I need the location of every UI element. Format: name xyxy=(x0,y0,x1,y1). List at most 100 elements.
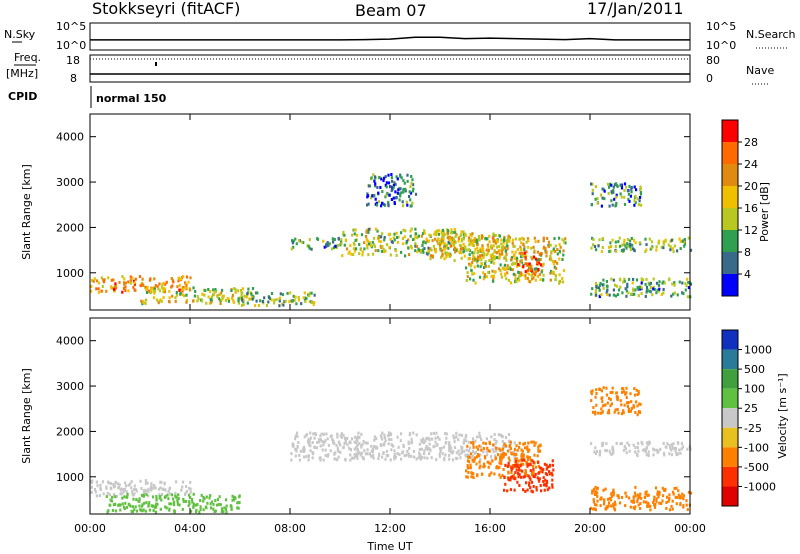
range-cell xyxy=(403,235,406,239)
range-cell xyxy=(658,492,661,496)
range-cell xyxy=(433,232,436,236)
range-cell xyxy=(308,300,311,304)
range-cell xyxy=(685,284,688,288)
range-cell xyxy=(639,402,642,406)
range-cell xyxy=(447,240,450,244)
range-cell xyxy=(662,442,665,445)
range-cell xyxy=(386,243,389,247)
range-cell xyxy=(412,183,415,187)
range-cell xyxy=(196,503,199,506)
range-cell xyxy=(473,272,476,276)
range-cell xyxy=(213,290,216,294)
range-cell xyxy=(661,281,664,285)
range-cell xyxy=(591,389,594,393)
range-cell xyxy=(636,404,639,408)
range-cell xyxy=(311,441,314,444)
range-cell xyxy=(623,279,626,283)
range-cell xyxy=(462,250,465,254)
range-cell xyxy=(108,503,111,507)
range-cell xyxy=(331,437,334,441)
range-cell xyxy=(434,440,437,444)
range-cell xyxy=(514,280,517,284)
range-cell xyxy=(551,260,554,263)
range-cell xyxy=(332,240,335,244)
range-cell xyxy=(390,176,393,180)
range-cell xyxy=(381,455,384,459)
range-cell xyxy=(216,503,219,507)
range-cell xyxy=(400,432,403,436)
range-cell xyxy=(392,185,395,189)
y-tick-label: 4000 xyxy=(56,335,84,348)
range-cell xyxy=(327,443,330,447)
range-cell xyxy=(657,289,660,293)
range-cell xyxy=(364,452,367,456)
range-cell xyxy=(534,278,537,282)
range-cell xyxy=(152,484,155,488)
range-cell xyxy=(559,245,562,249)
range-cell xyxy=(523,475,526,479)
range-cell xyxy=(453,436,456,440)
range-cell xyxy=(371,194,374,198)
range-cell xyxy=(419,457,422,461)
range-cell xyxy=(203,497,206,501)
range-cell xyxy=(487,271,490,275)
range-cell xyxy=(513,488,516,492)
range-cell xyxy=(447,229,450,233)
range-cell xyxy=(181,485,184,489)
range-cell xyxy=(562,253,565,257)
range-cell xyxy=(129,281,132,285)
range-cell xyxy=(616,407,619,411)
range-cell xyxy=(218,502,221,506)
range-cell xyxy=(153,289,156,293)
range-cell xyxy=(511,268,514,272)
range-cell xyxy=(608,204,611,208)
range-cell xyxy=(463,438,466,442)
range-cell xyxy=(356,443,359,447)
range-cell xyxy=(525,250,528,254)
range-cell xyxy=(384,249,387,253)
range-cell xyxy=(505,277,508,281)
range-cell xyxy=(620,249,623,252)
range-cell xyxy=(633,203,636,207)
range-cell xyxy=(597,411,600,415)
range-cell xyxy=(556,252,559,256)
range-cell xyxy=(636,413,639,417)
range-cell xyxy=(633,249,636,253)
range-cell xyxy=(514,250,517,254)
range-cell xyxy=(144,285,147,289)
range-cell xyxy=(519,255,523,259)
range-cell xyxy=(460,433,464,437)
range-cell xyxy=(615,284,618,288)
range-cell xyxy=(185,275,189,279)
range-cell xyxy=(261,300,264,303)
range-cell xyxy=(176,498,179,502)
range-cell xyxy=(625,246,628,250)
range-cell xyxy=(220,291,223,295)
range-cell xyxy=(317,438,321,442)
range-cell xyxy=(538,273,541,277)
range-cell xyxy=(542,245,546,249)
range-cell xyxy=(614,245,617,248)
x-tick-label: 08:00 xyxy=(274,522,306,535)
range-cell xyxy=(102,280,105,284)
range-cell xyxy=(455,451,458,455)
range-cell xyxy=(309,444,312,448)
range-cell xyxy=(370,196,373,200)
range-cell xyxy=(224,507,228,511)
range-cell xyxy=(156,502,159,506)
range-cell xyxy=(442,233,445,237)
range-cell xyxy=(323,440,326,444)
range-cell xyxy=(594,281,598,285)
range-cell xyxy=(488,473,491,477)
range-cell xyxy=(499,263,502,267)
range-cell xyxy=(100,289,103,293)
range-cell xyxy=(599,449,602,453)
range-cell xyxy=(494,441,497,445)
range-cell xyxy=(591,491,594,495)
range-cell xyxy=(397,235,400,239)
range-cell xyxy=(477,257,481,261)
range-cell xyxy=(526,271,529,275)
range-cell xyxy=(673,283,676,287)
range-cell xyxy=(615,195,618,199)
range-cell xyxy=(90,284,93,288)
